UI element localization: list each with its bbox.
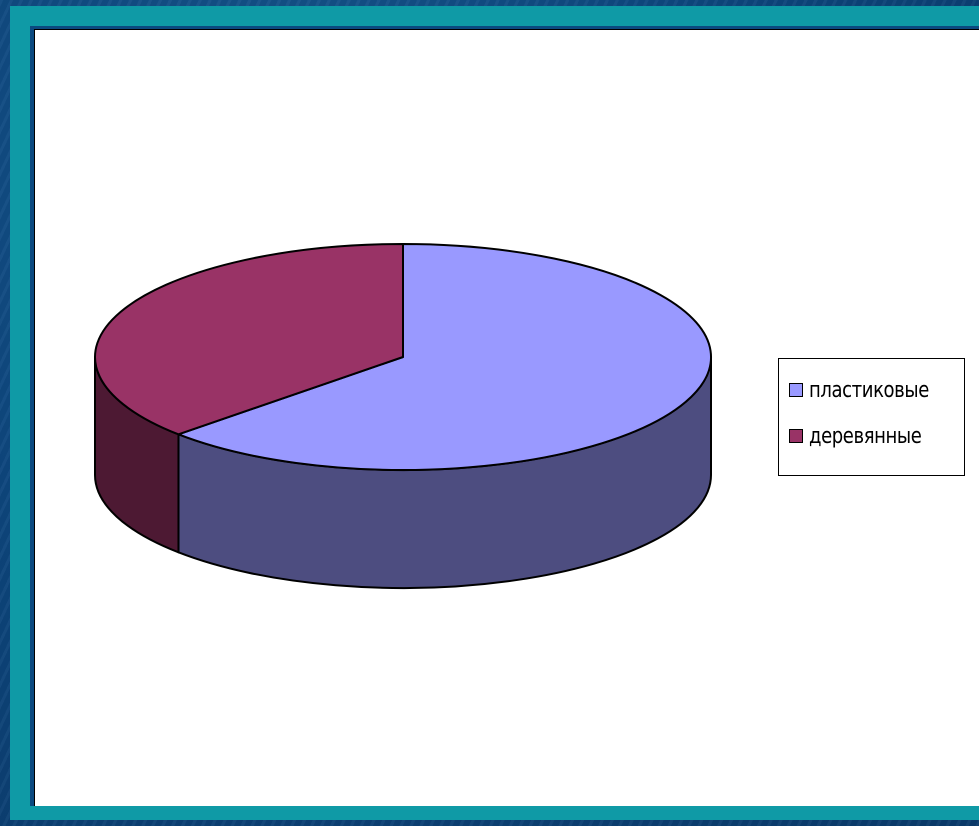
pie-tops bbox=[94, 243, 712, 471]
legend-item-plastic: пластиковые bbox=[789, 375, 955, 405]
legend-label-wooden: деревянные bbox=[809, 423, 922, 449]
pie-slice-1 bbox=[94, 243, 404, 436]
chart-legend: пластиковые деревянные bbox=[778, 358, 965, 476]
legend-label-plastic: пластиковые bbox=[809, 377, 929, 403]
legend-swatch-plastic bbox=[789, 383, 803, 397]
pie-slice-0 bbox=[177, 243, 712, 471]
legend-item-wooden: деревянные bbox=[789, 421, 946, 451]
legend-swatch-wooden bbox=[789, 429, 803, 443]
